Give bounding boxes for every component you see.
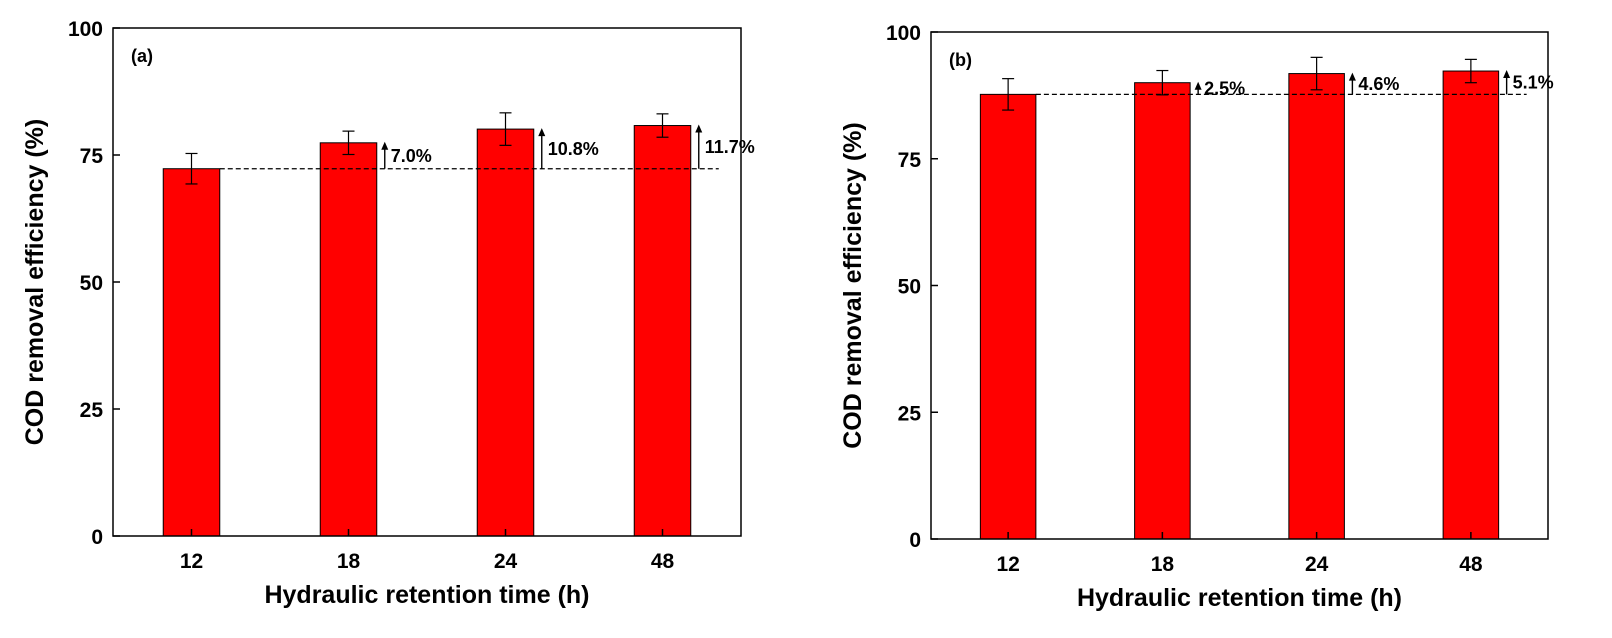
bar-24h (476, 128, 535, 537)
y-tick-label: 0 (909, 529, 921, 552)
y-tick-label: 25 (898, 402, 922, 425)
increase-label: 5.1% (1513, 73, 1554, 93)
panel-label: (b) (949, 50, 972, 70)
y-tick-label: 25 (80, 399, 104, 422)
bar-18h (1134, 82, 1191, 540)
y-tick-label: 75 (80, 145, 104, 168)
increase-label: 4.6% (1358, 74, 1399, 94)
error-bar-12h (1002, 78, 1015, 111)
x-axis-title: Hydraulic retention time (h) (264, 581, 589, 609)
error-bar-24h (1310, 56, 1323, 91)
x-axis-title: Hydraulic retention time (h) (1077, 584, 1402, 612)
x-tick-label: 48 (1459, 553, 1483, 576)
x-tick-label: 18 (337, 550, 361, 573)
x-tick-label: 18 (1151, 553, 1175, 576)
x-tick-label: 48 (651, 550, 675, 573)
increase-annotation-24h: 4.6% (1348, 72, 1399, 95)
chart-panel-a: 7.0% 10.8% 11.7% 0 25 50 75 100 12 18 24 48 Hydrauli… (21, 18, 755, 609)
bar-48h (633, 125, 692, 537)
error-bar-12h (185, 152, 198, 185)
y-axis-title: COD removal efficiency (%) (839, 122, 867, 449)
increase-annotation-48h: 5.1% (1503, 70, 1554, 95)
bar-24h (1288, 73, 1345, 540)
increase-label: 2.5% (1204, 79, 1245, 99)
bar-18h (319, 142, 378, 537)
increase-label: 7.0% (391, 146, 432, 166)
error-bar-48h (656, 113, 669, 138)
error-bar-18h (342, 130, 355, 156)
x-tick-label: 24 (494, 550, 518, 573)
increase-arrow-head (1194, 81, 1202, 90)
x-tick-label: 12 (180, 550, 203, 573)
error-bar-24h (499, 112, 512, 146)
y-tick-label: 100 (886, 22, 921, 45)
panel-label: (a) (131, 46, 153, 66)
y-tick-label: 50 (898, 276, 921, 299)
y-tick-label: 0 (91, 526, 103, 549)
x-tick-label: 12 (996, 553, 1019, 576)
error-bar-48h (1464, 58, 1477, 84)
increase-arrow-head (381, 141, 389, 150)
increase-arrow-head (1503, 70, 1511, 79)
increase-annotation-18h: 2.5% (1194, 79, 1245, 99)
bar-48h (1442, 70, 1500, 540)
increase-label: 10.8% (548, 139, 599, 159)
increase-arrow-head (1348, 72, 1356, 81)
y-tick-label: 50 (80, 272, 103, 295)
increase-annotation-24h: 10.8% (538, 128, 599, 169)
bar-12h (162, 168, 221, 537)
chart-panel-b: 2.5% 4.6% 5.1% 0 25 50 75 100 12 18 24 48 Hydraulic … (839, 22, 1554, 612)
y-tick-label: 100 (68, 18, 103, 41)
increase-arrow-head (695, 124, 703, 133)
x-tick-label: 24 (1305, 553, 1329, 576)
increase-label: 11.7% (705, 137, 755, 157)
y-tick-label: 75 (898, 149, 922, 172)
increase-annotation-48h: 11.7% (695, 124, 755, 169)
y-axis-title: COD removal efficiency (%) (21, 119, 49, 446)
bar-12h (979, 93, 1037, 540)
increase-annotation-18h: 7.0% (381, 141, 432, 169)
increase-arrow-head (538, 128, 546, 137)
